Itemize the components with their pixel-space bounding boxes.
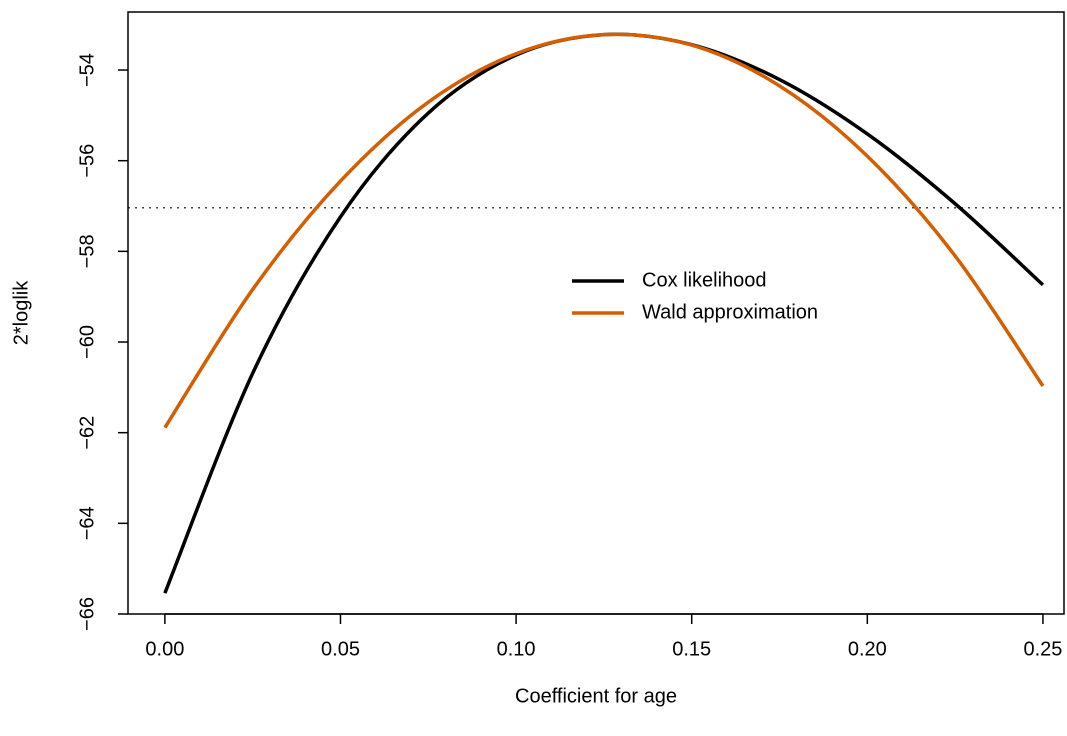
y-tick-label: −56 xyxy=(76,144,98,178)
y-axis-title: 2*loglik xyxy=(10,280,32,345)
x-tick-label: 0.05 xyxy=(321,638,360,660)
line-series xyxy=(163,32,1045,429)
y-tick-label: −60 xyxy=(76,325,98,359)
x-tick-label: 0.00 xyxy=(145,638,184,660)
x-tick-label: 0.25 xyxy=(1023,638,1062,660)
y-tick-label: −58 xyxy=(76,234,98,268)
y-tick-label: −66 xyxy=(76,597,98,631)
x-tick-label: 0.10 xyxy=(497,638,536,660)
legend-label: Wald approximation xyxy=(642,301,818,323)
y-tick-label: −54 xyxy=(76,53,98,87)
x-tick-label: 0.15 xyxy=(672,638,711,660)
y-tick-label: −62 xyxy=(76,416,98,450)
x-axis-title: Coefficient for age xyxy=(515,685,677,707)
legend-label: Cox likelihood xyxy=(642,269,767,291)
x-tick-label: 0.20 xyxy=(848,638,887,660)
y-tick-label: −64 xyxy=(76,506,98,540)
